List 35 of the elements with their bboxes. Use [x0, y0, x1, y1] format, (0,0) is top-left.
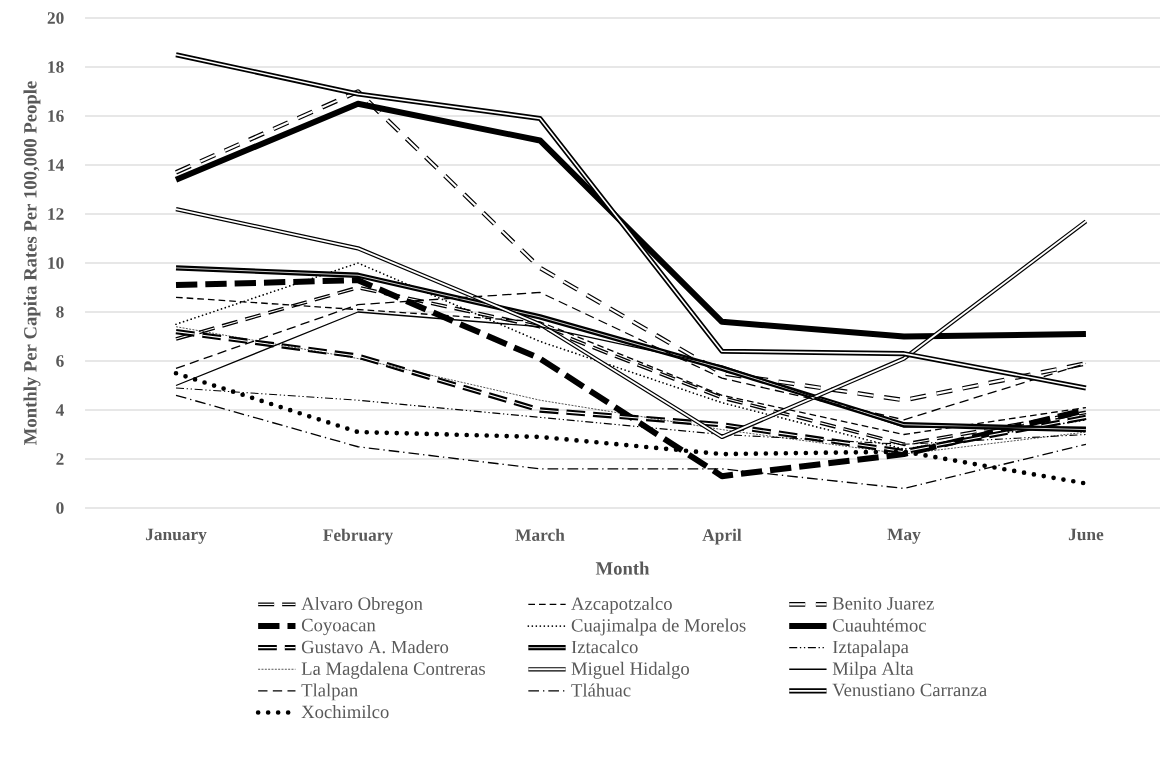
legend-label: Miguel Hidalgo [571, 661, 690, 679]
y-tick-label: 14 [48, 159, 64, 171]
legend-label: Xochimilco [301, 705, 389, 719]
y-tick-label: 4 [55, 404, 64, 416]
y-tick-label: 18 [48, 61, 64, 73]
legend-label: Cuajimalpa de Morelos [571, 618, 746, 636]
legend-label: Alvaro Obregon [301, 596, 423, 614]
y-tick-label: 8 [56, 306, 64, 318]
x-axis-title: Month [595, 561, 650, 575]
y-tick-label: 10 [48, 257, 64, 269]
legend-label: Tláhuac [571, 683, 631, 697]
y-tick-label: 6 [56, 355, 64, 367]
x-tick-label: February [323, 528, 393, 545]
x-tick-label: May [887, 528, 921, 544]
y-tick-label: 0 [56, 502, 64, 514]
y-tick-label: 2 [56, 453, 64, 465]
x-tick-label: March [515, 528, 565, 541]
x-tick-label: April [702, 528, 742, 545]
legend-label: Azcapotzalco [571, 596, 672, 614]
y-tick-label: 12 [48, 208, 64, 220]
legend-label: Gustavo A. Madero [301, 640, 449, 654]
x-tick-label: June [1068, 528, 1104, 541]
legend-label: Venustiano Carranza [832, 683, 987, 697]
y-tick-label: 20 [47, 12, 64, 24]
legend-label: Iztacalco [571, 640, 638, 654]
legend-label: Tlalpan [301, 683, 358, 701]
y-tick-label: 16 [48, 110, 64, 122]
legend-label: Coyoacan [301, 618, 376, 636]
legend-label: Cuauhtémoc [832, 618, 926, 632]
legend-label: Milpa Alta [832, 661, 914, 679]
y-axis-title: Monthly Per Capita Rates Per 100,000 People [23, 81, 41, 445]
legend-label: La Magdalena Contreras [301, 661, 485, 679]
x-tick-label: January [145, 528, 207, 544]
legend-label: Benito Juarez [832, 597, 934, 610]
legend-label: Iztapalapa [832, 640, 909, 658]
